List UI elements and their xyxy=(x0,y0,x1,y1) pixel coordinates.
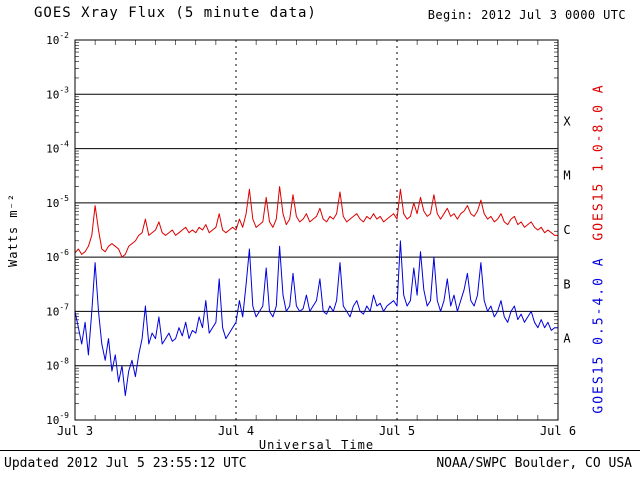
series-label-short-channel: GOES15 0.5-4.0 A xyxy=(591,256,607,414)
series-label-long-channel: GOES15 1.0-8.0 A xyxy=(591,83,607,241)
flare-class-label-B: B xyxy=(563,277,570,291)
flare-class-label-C: C xyxy=(563,223,570,237)
y-tick-label: 10-7 xyxy=(46,302,69,318)
x-tick-label: Jul 3 xyxy=(57,424,93,438)
x-tick-label: Jul 6 xyxy=(540,424,576,438)
series-line-short-channel xyxy=(74,240,559,397)
y-tick-label: 10-6 xyxy=(46,248,69,264)
footer-divider xyxy=(0,450,640,451)
y-tick-label: 10-2 xyxy=(46,31,69,47)
y-tick-label: 10-3 xyxy=(46,85,69,101)
x-tick-label: Jul 4 xyxy=(218,424,254,438)
plot-border xyxy=(74,39,559,421)
flare-class-label-A: A xyxy=(563,332,571,346)
flare-class-label-X: X xyxy=(563,114,571,128)
updated-timestamp: Updated 2012 Jul 5 23:55:12 UTC xyxy=(4,456,247,471)
flare-class-label-M: M xyxy=(563,169,570,183)
x-tick-label: Jul 5 xyxy=(379,424,415,438)
source-attribution: NOAA/SWPC Boulder, CO USA xyxy=(436,456,632,471)
chart-title: GOES Xray Flux (5 minute data) xyxy=(34,5,317,21)
begin-time-label: Begin: 2012 Jul 3 0000 UTC xyxy=(427,8,626,22)
y-tick-label: 10-4 xyxy=(46,140,69,156)
y-tick-label: 10-5 xyxy=(46,194,69,210)
y-tick-label: 10-9 xyxy=(46,411,69,427)
series-line-long-channel xyxy=(74,186,559,258)
y-tick-label: 10-8 xyxy=(46,357,69,373)
x-axis-title: Universal Time xyxy=(258,438,375,452)
